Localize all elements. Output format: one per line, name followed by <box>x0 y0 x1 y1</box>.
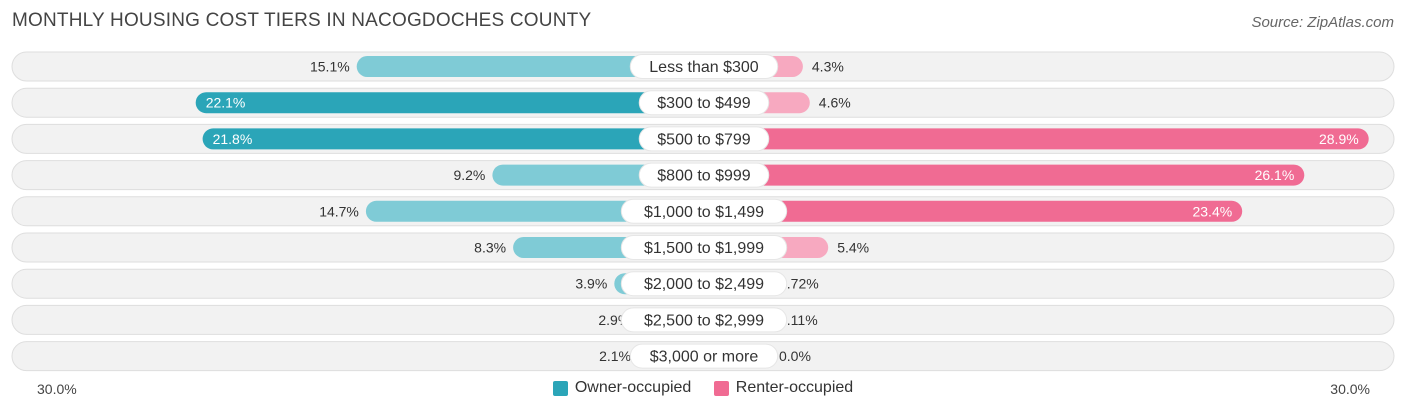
axis-left-label: 30.0% <box>37 381 77 397</box>
bar-label-owner: 14.7% <box>319 203 359 219</box>
category-pill <box>620 198 788 224</box>
category-label: $800 to $999 <box>657 168 751 185</box>
category-pill <box>620 307 788 333</box>
bar-label-renter: 28.9% <box>1319 131 1359 147</box>
bar-label-renter: 0.72% <box>779 276 819 292</box>
category-label: $3,000 or more <box>650 349 759 366</box>
category-pill <box>638 90 770 116</box>
category-label: $1,000 to $1,499 <box>644 204 764 221</box>
legend-label-renter: Renter-occupied <box>735 379 854 396</box>
bar-renter <box>704 128 1369 150</box>
bar-owner <box>365 200 704 222</box>
category-pill <box>620 271 788 297</box>
legend-item-owner: Owner-occupied <box>552 379 692 397</box>
category-label: $500 to $799 <box>657 131 751 148</box>
bar-label-owner: 15.1% <box>310 59 350 75</box>
bar-owner <box>195 92 704 114</box>
legend-swatch-owner <box>552 380 568 396</box>
category-label: $300 to $499 <box>657 95 751 112</box>
bar-owner <box>356 56 704 77</box>
bar-label-owner: 8.3% <box>474 240 506 256</box>
bar-label-renter: 0.0% <box>779 348 811 364</box>
category-pill <box>638 162 770 188</box>
bar-label-renter: 0.11% <box>779 312 818 328</box>
bar-label-renter: 4.3% <box>812 59 844 75</box>
bar-owner <box>202 128 704 150</box>
chart-title: MONTHLY HOUSING COST TIERS IN NACOGDOCHE… <box>12 10 592 31</box>
bar-label-owner: 2.1% <box>599 348 631 364</box>
category-pill <box>629 343 779 369</box>
legend-label-owner: Owner-occupied <box>574 379 692 396</box>
axis-right-label: 30.0% <box>1330 381 1370 397</box>
bar-label-owner: 22.1% <box>206 95 246 111</box>
legend: Owner-occupied Renter-occupied <box>0 379 1406 401</box>
category-label: $2,000 to $2,499 <box>644 276 764 293</box>
bar-label-owner: 9.2% <box>453 167 485 183</box>
category-label: $1,500 to $1,999 <box>644 240 764 257</box>
bar-label-renter: 26.1% <box>1255 167 1295 183</box>
category-pill <box>620 235 788 260</box>
legend-swatch-renter <box>713 380 729 396</box>
bar-label-renter: 4.6% <box>819 95 851 111</box>
category-label: Less than $300 <box>649 59 759 76</box>
bar-label-owner: 21.8% <box>213 131 253 147</box>
bar-renter <box>704 164 1305 186</box>
bar-label-owner: 3.9% <box>575 276 607 292</box>
bar-renter <box>704 200 1243 222</box>
bar-label-renter: 5.4% <box>837 240 869 256</box>
category-pill <box>629 54 779 79</box>
bar-label-renter: 23.4% <box>1192 203 1232 219</box>
category-label: $2,500 to $2,999 <box>644 312 764 329</box>
category-pill <box>638 126 770 152</box>
legend-item-renter: Renter-occupied <box>713 379 854 397</box>
chart-source: Source: ZipAtlas.com <box>1251 14 1394 31</box>
